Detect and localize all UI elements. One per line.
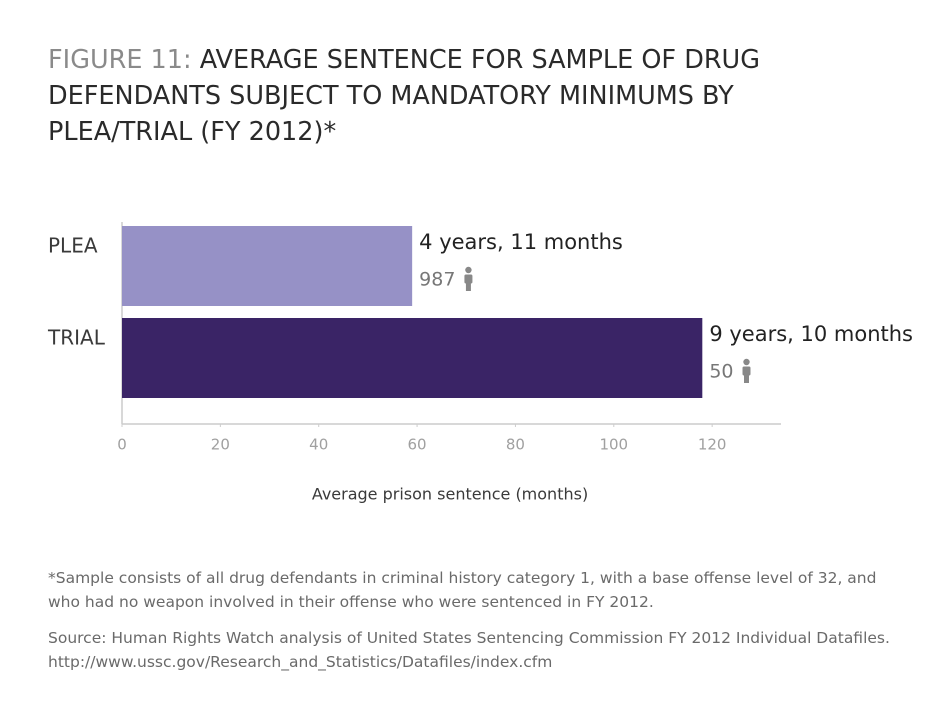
footnote: *Sample consists of all drug defendants … <box>48 569 877 611</box>
person-icon <box>464 274 473 284</box>
bar <box>122 318 703 398</box>
person-icon <box>743 358 750 366</box>
count-label: 50 <box>709 361 733 383</box>
person-icon <box>465 266 472 274</box>
person-icon <box>465 282 471 291</box>
source: Source: Human Rights Watch analysis of U… <box>48 629 890 671</box>
x-tick-label: 80 <box>506 436 525 454</box>
chart-title: FIGURE 11: AVERAGE SENTENCE FOR SAMPLE O… <box>48 42 808 150</box>
title-text: AVERAGE SENTENCE FOR SAMPLE OF DRUG DEFE… <box>48 45 760 147</box>
bar <box>122 226 413 306</box>
x-tick-label: 120 <box>698 436 727 454</box>
x-tick-label: 100 <box>599 436 628 454</box>
x-axis-label: Average prison sentence (months) <box>312 485 588 504</box>
y-tick-label: PLEA <box>48 234 98 258</box>
x-tick-label: 0 <box>117 436 127 454</box>
x-tick-label: 60 <box>408 436 427 454</box>
title-prefix: FIGURE 11: <box>48 45 192 75</box>
y-tick-label: TRIAL <box>47 326 106 350</box>
person-icon <box>744 374 750 383</box>
x-tick-label: 40 <box>309 436 328 454</box>
count-label: 987 <box>419 269 455 291</box>
value-label: 4 years, 11 months <box>419 230 623 254</box>
x-tick-label: 20 <box>211 436 230 454</box>
person-icon <box>742 366 751 376</box>
value-label: 9 years, 10 months <box>709 322 913 346</box>
